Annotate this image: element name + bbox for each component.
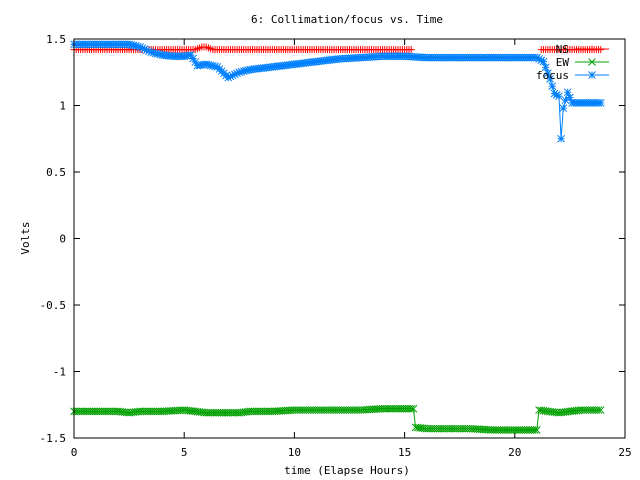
data-point: [228, 71, 237, 80]
legend-marker: [588, 71, 596, 79]
data-point: [226, 72, 235, 81]
data-point: [561, 96, 570, 105]
data-point: [242, 66, 250, 75]
data-point: [129, 41, 138, 50]
data-point: [233, 69, 241, 78]
data-point: [550, 89, 559, 98]
data-point: [202, 60, 211, 69]
data-point: [552, 91, 561, 99]
data-point: [537, 56, 546, 65]
data-point: [138, 44, 147, 52]
data-point: [237, 67, 246, 76]
data-point: [127, 40, 136, 49]
data-point: [145, 47, 153, 56]
data-point: [548, 82, 557, 91]
y-tick-label: 0: [59, 233, 66, 246]
data-point: [191, 58, 200, 66]
data-point: [532, 53, 541, 62]
x-tick-label: 15: [398, 446, 411, 459]
data-point: [189, 54, 197, 63]
data-point: [125, 40, 133, 49]
data-point: [235, 68, 244, 77]
data-point: [140, 45, 149, 53]
data-point: [566, 93, 574, 102]
data-point: [224, 73, 233, 82]
data-point: [530, 426, 539, 434]
data-point: [147, 48, 155, 57]
data-point: [535, 55, 543, 63]
y-tick-label: 1: [59, 100, 66, 113]
series-focus: [70, 40, 605, 143]
data-point: [594, 406, 603, 414]
data-point: [544, 69, 552, 77]
y-tick-label: -0.5: [40, 299, 67, 312]
data-point: [156, 50, 164, 59]
x-tick-label: 20: [508, 446, 521, 459]
data-point: [134, 42, 142, 51]
legend-marker: [588, 58, 596, 66]
x-tick-label: 5: [181, 446, 188, 459]
legend-label: EW: [556, 56, 570, 69]
data-point: [204, 60, 213, 69]
data-point: [239, 67, 248, 76]
y-tick-label: -1.5: [40, 432, 67, 445]
data-point: [596, 98, 605, 107]
y-tick-label: 1.5: [46, 33, 66, 46]
legend-label: focus: [536, 69, 569, 82]
data-point: [563, 88, 572, 97]
data-point: [597, 46, 605, 54]
plot-frame: [73, 38, 626, 439]
x-tick-label: 0: [71, 446, 78, 459]
data-point: [208, 62, 217, 70]
data-point: [532, 426, 541, 434]
data-point: [149, 48, 158, 57]
data-point: [206, 61, 215, 70]
data-point: [131, 42, 140, 50]
data-point: [541, 63, 550, 72]
data-point: [557, 134, 565, 143]
chart-title: 6: Collimation/focus vs. Time: [251, 13, 443, 26]
legend-label: NS: [556, 43, 569, 56]
legend-marker: [588, 45, 596, 53]
data-point: [153, 50, 162, 58]
data-point: [151, 49, 160, 58]
data-point: [409, 404, 418, 413]
data-point: [136, 43, 144, 51]
data-point: [407, 46, 415, 54]
data-point: [407, 404, 416, 413]
y-tick-label: -1: [53, 366, 66, 379]
x-tick-label: 10: [288, 446, 301, 459]
x-axis-label: time (Elapse Hours): [284, 464, 410, 477]
data-point: [244, 66, 252, 74]
data-point: [142, 46, 151, 55]
data-point: [555, 92, 563, 101]
data-point: [546, 75, 554, 83]
y-axis-label: Volts: [19, 221, 32, 254]
data-point: [231, 70, 239, 79]
data-point: [539, 57, 548, 66]
x-tick-label: 25: [618, 446, 631, 459]
data-point: [596, 406, 605, 414]
data-point: [559, 104, 568, 113]
y-tick-label: 0.5: [46, 166, 66, 179]
data-point: [211, 62, 219, 71]
data-point: [186, 51, 195, 59]
